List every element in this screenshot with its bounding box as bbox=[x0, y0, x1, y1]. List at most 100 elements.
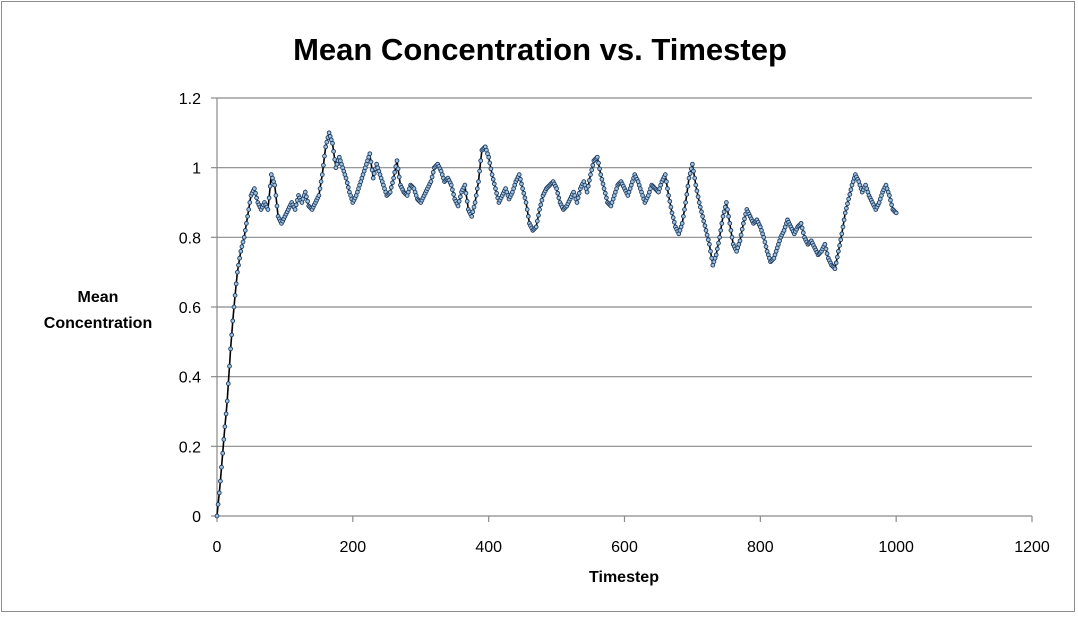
data-point bbox=[538, 202, 544, 208]
data-point bbox=[390, 180, 395, 186]
data-point bbox=[450, 187, 455, 193]
data-point bbox=[293, 202, 299, 208]
data-point bbox=[223, 411, 229, 417]
data-point bbox=[478, 158, 484, 164]
data-point bbox=[668, 204, 674, 210]
data-point bbox=[587, 178, 592, 183]
data-point bbox=[266, 195, 272, 201]
x-tick-label: 200 bbox=[339, 539, 366, 556]
data-point bbox=[705, 237, 711, 243]
x-tick-label: 800 bbox=[747, 539, 774, 556]
data-point bbox=[686, 175, 692, 181]
data-point bbox=[324, 139, 330, 145]
y-tick-label: 1 bbox=[192, 161, 201, 178]
data-point bbox=[488, 166, 494, 172]
data-point bbox=[726, 214, 731, 219]
data-point bbox=[322, 153, 327, 159]
data-point bbox=[239, 244, 245, 249]
data-point bbox=[230, 318, 236, 324]
data-point bbox=[391, 175, 396, 181]
y-tick-label: 0.4 bbox=[179, 370, 201, 387]
data-point bbox=[235, 269, 240, 275]
data-point bbox=[462, 182, 468, 188]
data-point bbox=[846, 196, 851, 202]
data-point bbox=[474, 186, 480, 191]
data-point bbox=[228, 346, 233, 352]
data-point bbox=[725, 207, 730, 212]
data-point bbox=[344, 180, 350, 186]
data-point bbox=[695, 194, 701, 200]
data-point bbox=[317, 186, 323, 191]
data-point bbox=[254, 195, 259, 201]
data-point bbox=[681, 214, 686, 219]
data-point bbox=[554, 186, 559, 191]
data-point bbox=[215, 502, 221, 507]
gridlines bbox=[217, 97, 1032, 447]
data-point bbox=[720, 214, 726, 219]
data-point bbox=[670, 215, 676, 220]
data-point bbox=[679, 221, 685, 226]
data-point bbox=[684, 192, 690, 197]
data-point bbox=[838, 237, 844, 243]
data-point bbox=[396, 174, 402, 180]
y-axis-label-line2: Concentration bbox=[44, 315, 152, 332]
data-point bbox=[219, 464, 224, 470]
data-point bbox=[576, 190, 582, 196]
data-point bbox=[704, 232, 710, 238]
data-point bbox=[597, 166, 602, 172]
data-point bbox=[696, 200, 702, 205]
data-point bbox=[763, 244, 769, 249]
data-point bbox=[267, 183, 273, 189]
data-point bbox=[522, 195, 528, 201]
data-point bbox=[702, 223, 708, 229]
data-point bbox=[844, 205, 849, 211]
data-point bbox=[742, 216, 747, 222]
data-point bbox=[799, 225, 805, 231]
data-point bbox=[687, 171, 693, 176]
data-point bbox=[599, 176, 605, 182]
data-point bbox=[292, 207, 298, 212]
data-point bbox=[728, 228, 734, 233]
data-point bbox=[472, 200, 478, 205]
data-point bbox=[319, 172, 325, 177]
data-point bbox=[471, 204, 477, 210]
data-point bbox=[367, 151, 373, 157]
data-point bbox=[371, 171, 377, 176]
y-tick-label: 0.2 bbox=[179, 439, 201, 456]
data-point bbox=[246, 207, 252, 212]
data-point bbox=[343, 175, 349, 181]
data-point bbox=[588, 172, 593, 177]
data-point bbox=[600, 181, 606, 187]
data-point bbox=[598, 172, 604, 177]
data-point bbox=[848, 187, 854, 193]
data-point bbox=[708, 248, 713, 254]
data-point bbox=[727, 221, 733, 226]
data-point bbox=[845, 201, 850, 207]
data-point bbox=[719, 221, 725, 226]
data-point bbox=[697, 204, 703, 210]
data-point bbox=[585, 183, 591, 189]
data-point bbox=[220, 450, 226, 456]
data-point bbox=[236, 262, 241, 268]
data-point bbox=[521, 190, 527, 196]
data-point bbox=[601, 186, 607, 191]
data-point bbox=[392, 169, 398, 175]
series-markers bbox=[214, 130, 899, 519]
data-point bbox=[395, 166, 401, 172]
data-point bbox=[539, 197, 545, 203]
data-point bbox=[691, 168, 696, 174]
data-point bbox=[476, 179, 481, 184]
data-point bbox=[524, 207, 530, 212]
data-point bbox=[893, 210, 899, 216]
data-point bbox=[534, 218, 540, 224]
data-point bbox=[265, 207, 271, 212]
data-point bbox=[304, 194, 309, 200]
data-point bbox=[331, 149, 336, 154]
data-point bbox=[229, 332, 235, 338]
data-point bbox=[713, 252, 719, 258]
data-point bbox=[237, 255, 242, 261]
data-point bbox=[664, 179, 669, 184]
data-point bbox=[221, 437, 227, 442]
